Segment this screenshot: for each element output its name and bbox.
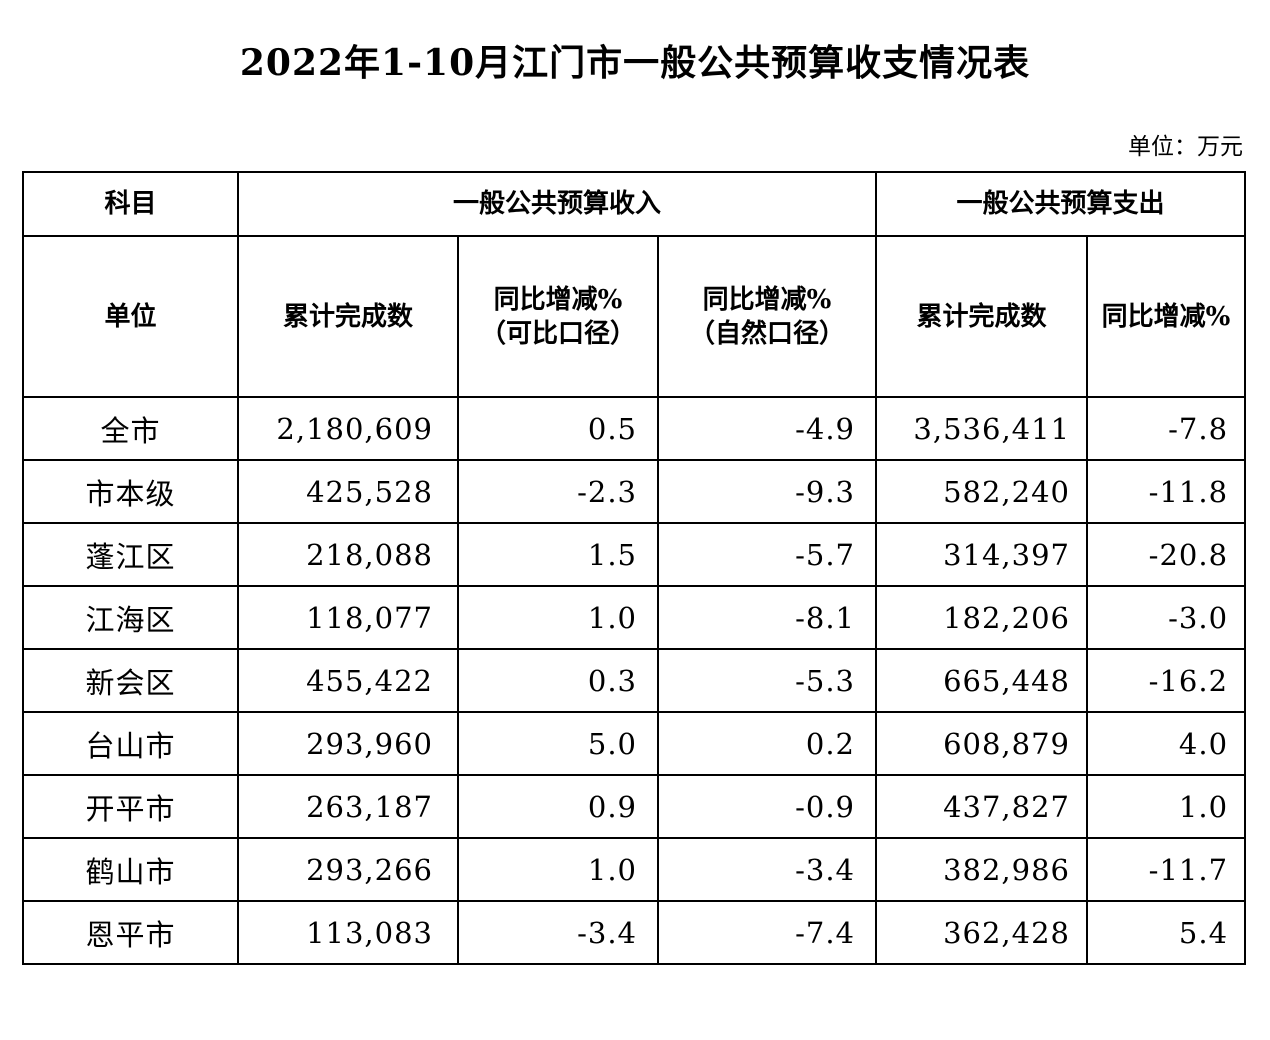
header-group-row: 科目 一般公共预算收入 一般公共预算支出: [22, 171, 1247, 237]
cell-revenue-yoy-comparable: -2.3: [457, 459, 659, 524]
header-revenue-group: 一般公共预算收入: [236, 171, 878, 237]
table-row-quanshi: 全市 2,180,609 0.5 -4.9 3,536,411 -7.8: [22, 396, 1247, 461]
cell-expenditure-yoy: 4.0: [1086, 711, 1247, 776]
cell-revenue-total: 218,088: [237, 522, 459, 587]
header-revenue-total: 累计完成数: [237, 235, 459, 398]
page-title: 2022年1-10月江门市一般公共预算收支情况表: [239, 42, 1031, 84]
cell-region: 市本级: [22, 459, 239, 524]
cell-expenditure-total: 608,879: [875, 711, 1089, 776]
cell-region: 江海区: [22, 585, 239, 650]
cell-revenue-yoy-natural: -5.3: [656, 648, 878, 713]
header-revenue-yoy-comparable-line2: （可比口径）: [479, 318, 636, 349]
cell-revenue-yoy-natural: -4.9: [656, 396, 878, 461]
cell-expenditure-total: 665,448: [875, 648, 1089, 713]
header-subject: 科目: [22, 171, 239, 237]
cell-expenditure-total: 582,240: [875, 459, 1089, 524]
cell-revenue-total: 118,077: [237, 585, 459, 650]
cell-region: 鹤山市: [22, 837, 239, 902]
table-row-pengjiang: 蓬江区 218,088 1.5 -5.7 314,397 -20.8: [22, 522, 1247, 587]
header-revenue-yoy-natural-line2: （自然口径）: [689, 318, 846, 349]
header-expenditure-total: 累计完成数: [875, 235, 1089, 398]
cell-expenditure-yoy: -3.0: [1086, 585, 1247, 650]
cell-expenditure-total: 362,428: [875, 900, 1089, 965]
cell-revenue-yoy-natural: -8.1: [656, 585, 878, 650]
cell-revenue-yoy-comparable: 1.0: [457, 585, 659, 650]
cell-expenditure-yoy: 1.0: [1086, 774, 1247, 839]
header-unit: 单位: [22, 235, 239, 398]
table-row-taishan: 台山市 293,960 5.0 0.2 608,879 4.0: [22, 711, 1247, 776]
cell-revenue-yoy-natural: -3.4: [656, 837, 878, 902]
cell-expenditure-yoy: -20.8: [1086, 522, 1247, 587]
header-revenue-yoy-natural-line1: 同比增减%: [702, 284, 832, 315]
cell-revenue-total: 2,180,609: [237, 396, 459, 461]
cell-revenue-total: 425,528: [237, 459, 459, 524]
cell-revenue-yoy-comparable: 0.3: [457, 648, 659, 713]
cell-region: 蓬江区: [22, 522, 239, 587]
header-revenue-yoy-natural: 同比增减% （自然口径）: [656, 235, 878, 398]
header-column-row: 单位 累计完成数 同比增减% （可比口径） 同比增减% （自然口径） 累计完成数…: [22, 235, 1247, 398]
budget-table: 科目 一般公共预算收入 一般公共预算支出 单位 累计完成数 同比增减% （可比口…: [22, 171, 1247, 965]
header-revenue-yoy-comparable: 同比增减% （可比口径）: [457, 235, 659, 398]
cell-revenue-yoy-comparable: 5.0: [457, 711, 659, 776]
table-row-kaiping: 开平市 263,187 0.9 -0.9 437,827 1.0: [22, 774, 1247, 839]
cell-region: 恩平市: [22, 900, 239, 965]
cell-revenue-total: 263,187: [237, 774, 459, 839]
cell-revenue-total: 293,266: [237, 837, 459, 902]
cell-expenditure-total: 314,397: [875, 522, 1089, 587]
cell-revenue-yoy-comparable: 1.0: [457, 837, 659, 902]
header-expenditure-yoy: 同比增减%: [1086, 235, 1247, 398]
cell-revenue-yoy-natural: -0.9: [656, 774, 878, 839]
cell-expenditure-yoy: -16.2: [1086, 648, 1247, 713]
cell-revenue-yoy-comparable: -3.4: [457, 900, 659, 965]
cell-region: 台山市: [22, 711, 239, 776]
cell-revenue-total: 455,422: [237, 648, 459, 713]
cell-expenditure-yoy: 5.4: [1086, 900, 1247, 965]
header-expenditure-group: 一般公共预算支出: [875, 171, 1247, 237]
cell-revenue-total: 293,960: [237, 711, 459, 776]
cell-expenditure-yoy: -11.8: [1086, 459, 1247, 524]
cell-region: 新会区: [22, 648, 239, 713]
table-row-shibenji: 市本级 425,528 -2.3 -9.3 582,240 -11.8: [22, 459, 1247, 524]
cell-revenue-yoy-comparable: 1.5: [457, 522, 659, 587]
cell-expenditure-yoy: -7.8: [1086, 396, 1247, 461]
table-row-xinhui: 新会区 455,422 0.3 -5.3 665,448 -16.2: [22, 648, 1247, 713]
cell-expenditure-total: 182,206: [875, 585, 1089, 650]
table-row-enping: 恩平市 113,083 -3.4 -7.4 362,428 5.4: [22, 900, 1247, 965]
table-row-heshan: 鹤山市 293,266 1.0 -3.4 382,986 -11.7: [22, 837, 1247, 902]
cell-expenditure-yoy: -11.7: [1086, 837, 1247, 902]
cell-region: 全市: [22, 396, 239, 461]
cell-revenue-yoy-natural: -7.4: [656, 900, 878, 965]
cell-revenue-total: 113,083: [237, 900, 459, 965]
cell-revenue-yoy-natural: -5.7: [656, 522, 878, 587]
header-revenue-yoy-comparable-line1: 同比增减%: [493, 284, 623, 315]
unit-note: 单位：万元: [1128, 134, 1243, 160]
cell-revenue-yoy-natural: 0.2: [656, 711, 878, 776]
cell-expenditure-total: 437,827: [875, 774, 1089, 839]
table-row-jianghai: 江海区 118,077 1.0 -8.1 182,206 -3.0: [22, 585, 1247, 650]
cell-expenditure-total: 382,986: [875, 837, 1089, 902]
cell-revenue-yoy-comparable: 0.9: [457, 774, 659, 839]
cell-expenditure-total: 3,536,411: [875, 396, 1089, 461]
cell-revenue-yoy-comparable: 0.5: [457, 396, 659, 461]
cell-region: 开平市: [22, 774, 239, 839]
cell-revenue-yoy-natural: -9.3: [656, 459, 878, 524]
